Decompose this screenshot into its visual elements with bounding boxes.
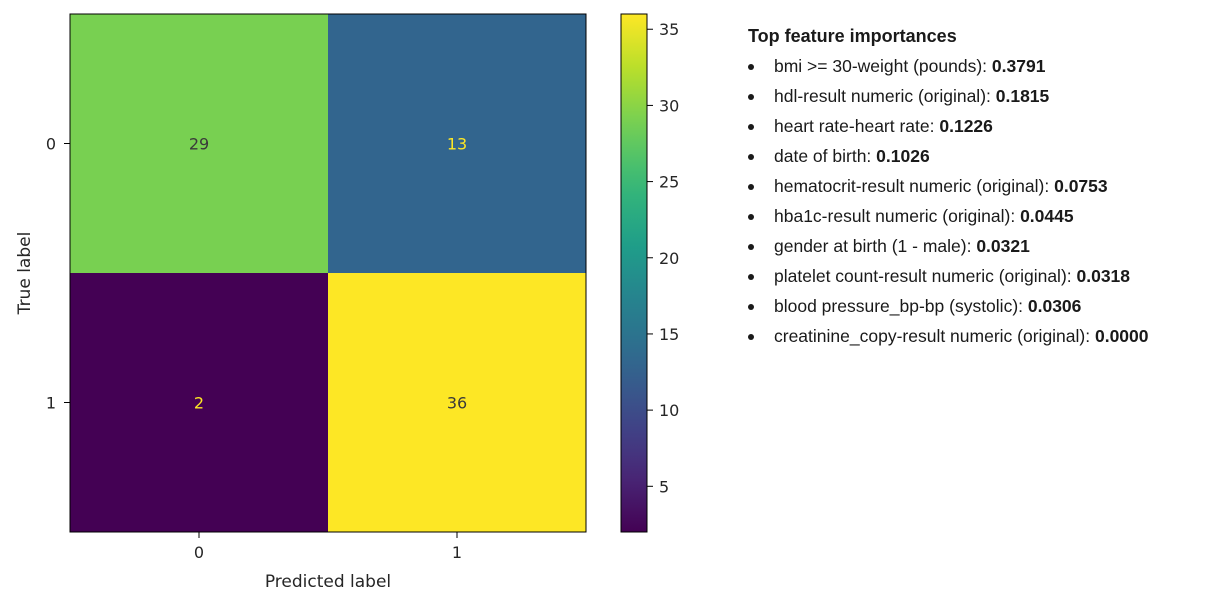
cell-value-label: 2 (194, 394, 204, 413)
feature-name: platelet count-result numeric (original)… (774, 266, 1077, 286)
feature-importance-value: 0.0445 (1020, 206, 1074, 226)
heatmap-cells (70, 14, 586, 532)
feature-importance-value: 0.0000 (1094, 326, 1149, 346)
feature-importance-value: 0.0753 (1054, 176, 1108, 196)
heatmap-cell-0-1 (328, 14, 586, 273)
feature-importance-item: platelet count-result numeric (original)… (748, 261, 1214, 291)
feature-importances-panel: Top feature importances bmi >= 30-weight… (748, 26, 1214, 351)
cell-value-label: 29 (189, 135, 209, 154)
feature-importance-value: 0.1815 (995, 86, 1050, 106)
colorbar-tick-label: 20 (659, 249, 679, 268)
heatmap-cell-1-1 (328, 273, 586, 532)
feature-importance-item: hematocrit-result numeric (original): 0.… (748, 171, 1214, 201)
colorbar-tick-label: 30 (659, 96, 679, 115)
feature-importance-value: 0.3791 (991, 56, 1046, 76)
feature-importance-value: 0.0321 (976, 236, 1030, 256)
feature-importance-value: 0.1026 (876, 146, 930, 166)
colorbar-tick-label: 25 (659, 173, 679, 192)
x-tick-label: 0 (194, 543, 204, 562)
feature-importance-value: 0.0318 (1076, 266, 1131, 286)
plot-frame (69, 13, 587, 533)
y-axis-ticks: 01 (46, 135, 70, 413)
feature-name: hba1c-result numeric (original): (774, 206, 1021, 226)
y-tick-label: 1 (46, 394, 56, 413)
colorbar-tick-label: 15 (659, 325, 679, 344)
feature-name: date of birth: (774, 146, 877, 166)
heatmap-cell-labels: 29 13 2 36 (189, 135, 467, 413)
feature-importances-list: bmi >= 30-weight (pounds): 0.3791 hdl-res… (748, 51, 1214, 351)
feature-name: hematocrit-result numeric (original): (774, 176, 1055, 196)
y-tick-label: 0 (46, 135, 56, 154)
feature-importance-item: date of birth: 0.1026 (748, 141, 1214, 171)
colorbar-tick-label: 35 (659, 20, 679, 39)
feature-name: gender at birth (1 - male): (774, 236, 977, 256)
x-tick-label: 1 (452, 543, 462, 562)
colorbar (620, 13, 648, 533)
feature-importance-item: heart rate-heart rate: 0.1226 (748, 111, 1214, 141)
feature-importance-item: hba1c-result numeric (original): 0.0445 (748, 201, 1214, 231)
feature-importance-value: 0.1226 (939, 116, 993, 136)
feature-name: heart rate-heart rate: (774, 116, 940, 136)
feature-name: bmi >= 30-weight (pounds): (774, 56, 992, 76)
feature-importance-item: hdl-result numeric (original): 0.1815 (748, 81, 1214, 111)
feature-name: creatinine_copy-result numeric (original… (774, 326, 1095, 346)
feature-importance-item: gender at birth (1 - male): 0.0321 (748, 231, 1214, 261)
colorbar-ticks: 5 10 15 20 25 30 35 (647, 20, 679, 496)
cell-value-label: 13 (447, 135, 467, 154)
y-axis-label: True label (15, 232, 35, 316)
heatmap-cell-1-0 (70, 273, 328, 532)
heatmap-cell-0-0 (70, 14, 328, 273)
feature-importance-item: blood pressure_bp-bp (systolic): 0.0306 (748, 291, 1214, 321)
feature-importances-title: Top feature importances (748, 26, 957, 46)
colorbar-tick-label: 10 (659, 401, 679, 420)
feature-name: hdl-result numeric (original): (774, 86, 996, 106)
x-axis-label: Predicted label (265, 572, 391, 592)
feature-importance-item: creatinine_copy-result numeric (original… (748, 321, 1214, 351)
colorbar-tick-label: 5 (659, 477, 669, 496)
feature-importance-item: bmi >= 30-weight (pounds): 0.3791 (748, 51, 1214, 81)
feature-importance-value: 0.0306 (1027, 296, 1082, 316)
feature-name: blood pressure_bp-bp (systolic): (774, 296, 1028, 316)
cell-value-label: 36 (447, 394, 467, 413)
